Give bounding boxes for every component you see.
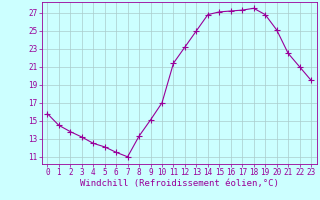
X-axis label: Windchill (Refroidissement éolien,°C): Windchill (Refroidissement éolien,°C) (80, 179, 279, 188)
